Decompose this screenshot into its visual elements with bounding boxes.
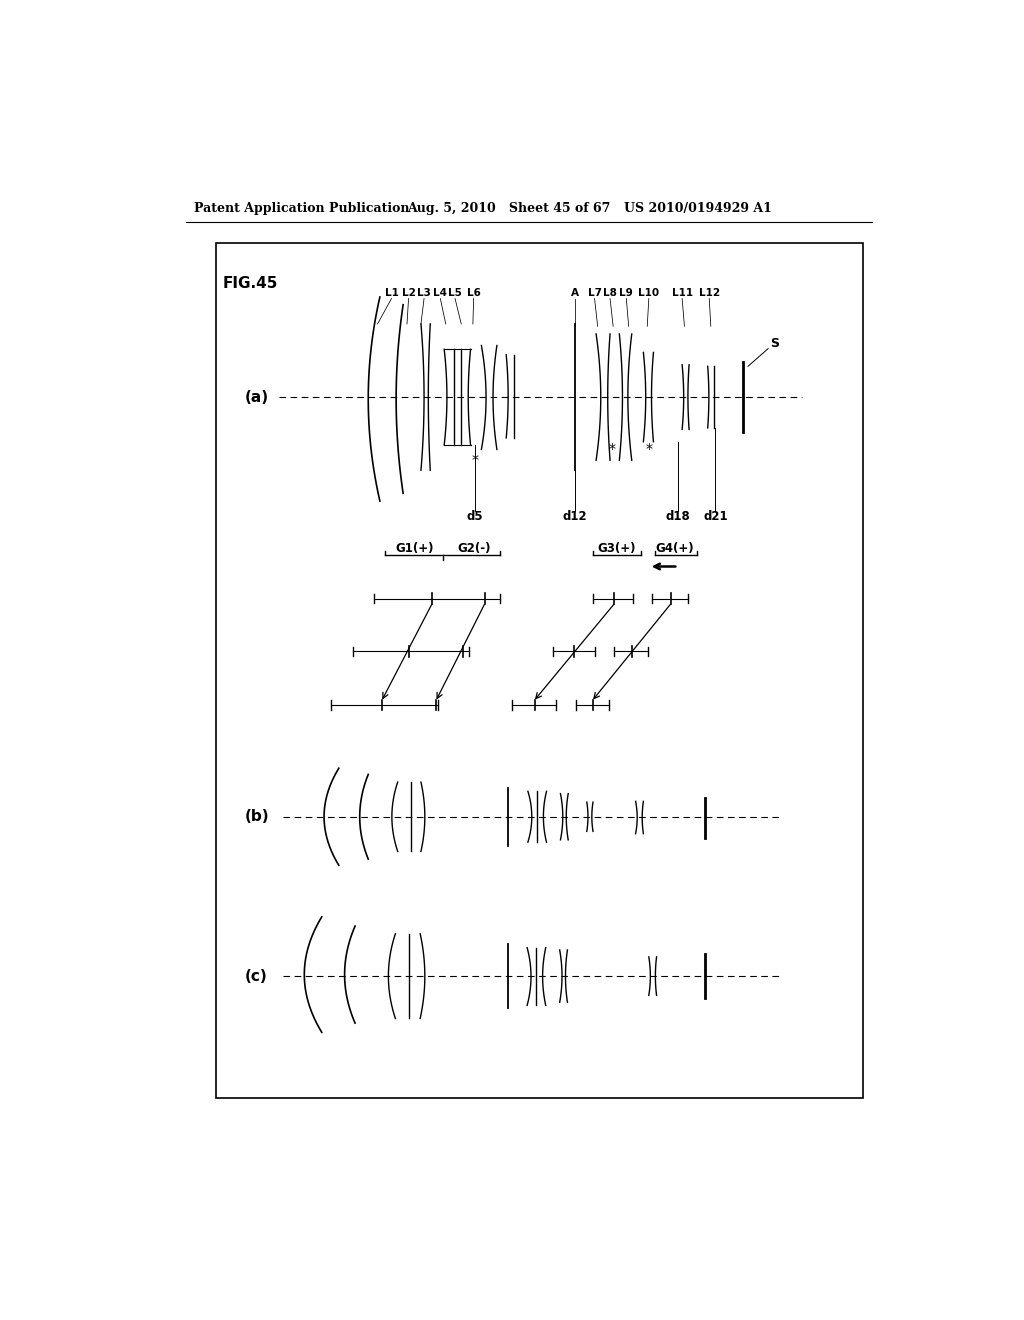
Text: d18: d18 <box>666 510 690 523</box>
Text: L5: L5 <box>449 288 462 298</box>
Text: L10: L10 <box>638 288 659 298</box>
Text: L3: L3 <box>417 288 431 298</box>
Text: S: S <box>770 337 778 350</box>
Text: L9: L9 <box>620 288 633 298</box>
Text: L6: L6 <box>467 288 480 298</box>
Text: Patent Application Publication: Patent Application Publication <box>194 202 410 215</box>
Text: A: A <box>571 288 580 298</box>
Text: d21: d21 <box>703 510 728 523</box>
Text: d12: d12 <box>563 510 588 523</box>
Text: L2: L2 <box>401 288 416 298</box>
Text: L1: L1 <box>385 288 398 298</box>
Text: FIG.45: FIG.45 <box>222 276 278 292</box>
Text: G2(-): G2(-) <box>458 541 492 554</box>
Text: G3(+): G3(+) <box>597 541 636 554</box>
Text: US 2010/0194929 A1: US 2010/0194929 A1 <box>624 202 772 215</box>
Text: d5: d5 <box>467 510 483 523</box>
Text: G1(+): G1(+) <box>395 541 434 554</box>
Text: L4: L4 <box>433 288 447 298</box>
Text: (c): (c) <box>245 969 267 983</box>
Text: *: * <box>645 442 652 457</box>
Text: (a): (a) <box>245 389 268 405</box>
Bar <box>216 243 862 1098</box>
Text: L8: L8 <box>603 288 617 298</box>
Text: *: * <box>472 453 478 467</box>
Text: *: * <box>608 442 615 457</box>
Text: L11: L11 <box>672 288 692 298</box>
Text: L12: L12 <box>698 288 720 298</box>
Text: (b): (b) <box>245 809 269 824</box>
Text: L7: L7 <box>588 288 601 298</box>
Text: G4(+): G4(+) <box>655 541 694 554</box>
Text: Aug. 5, 2010   Sheet 45 of 67: Aug. 5, 2010 Sheet 45 of 67 <box>407 202 610 215</box>
